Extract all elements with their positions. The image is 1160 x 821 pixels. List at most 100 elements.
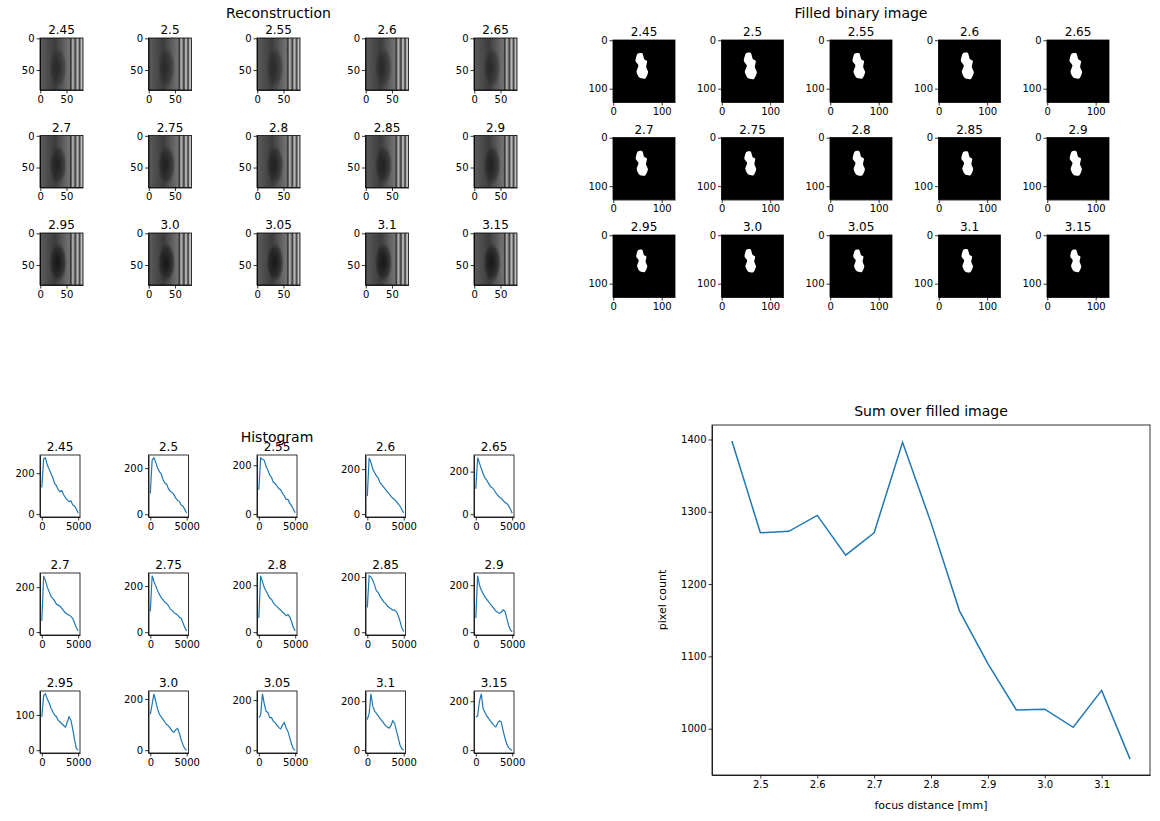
tick-mark — [145, 136, 149, 137]
tick-label: 50 — [347, 162, 360, 173]
tick: 50 — [347, 65, 365, 76]
image — [474, 233, 517, 285]
image-stripe — [79, 38, 81, 90]
tick: 50 — [130, 65, 148, 76]
panel-title: 3.15 — [1065, 220, 1092, 234]
image — [40, 38, 83, 90]
image-stripe — [404, 233, 406, 285]
tick: 5000 — [283, 753, 308, 768]
tick-label: 5000 — [174, 757, 199, 768]
tick-label: 5000 — [174, 521, 199, 532]
image-stripe — [404, 38, 406, 90]
image-stripe — [402, 233, 404, 285]
histogram-line — [42, 694, 78, 750]
image-stripe — [298, 38, 300, 90]
tick: 100 — [653, 102, 672, 117]
image-background — [149, 38, 192, 90]
image-background — [257, 136, 300, 188]
tick: 0 — [245, 745, 257, 756]
tick-mark — [37, 136, 41, 137]
plot-frame — [257, 455, 297, 517]
tick-label: 0 — [148, 757, 154, 768]
axis-line — [830, 138, 831, 200]
tick-mark — [362, 168, 366, 169]
tick: 0 — [28, 33, 40, 44]
tick-label: 0 — [137, 509, 143, 520]
plot-frame — [830, 235, 892, 297]
histogram-panel: 0500002002.5 — [124, 440, 200, 532]
y-axis: 0 200 — [449, 574, 474, 638]
tick-mark — [254, 265, 258, 266]
tick-label: 5000 — [66, 639, 91, 650]
image-feature — [49, 145, 67, 186]
image-blob — [853, 249, 864, 272]
tick: 0 — [710, 35, 722, 46]
tick: 0 — [601, 230, 613, 241]
tick: 100 — [697, 83, 722, 94]
y-axis: 050 — [347, 33, 366, 90]
axis-line — [366, 234, 367, 286]
tick-label: 200 — [124, 581, 143, 592]
image — [40, 233, 83, 285]
tick-label: 0 — [462, 627, 468, 638]
tick: 100 — [805, 83, 830, 94]
image-stripe — [180, 38, 182, 90]
image-background — [939, 235, 1001, 297]
image-panel: 0500502.95 — [22, 218, 84, 300]
tick-label: 50 — [386, 289, 399, 300]
tick-label: 5000 — [66, 521, 91, 532]
tick-label: 100 — [697, 181, 716, 192]
tick: 200 — [232, 580, 257, 591]
image-background — [939, 138, 1001, 200]
tick-label: 0 — [363, 289, 369, 300]
image-grid: Reconstruction0500502.450500502.50500502… — [22, 5, 518, 300]
tick: 50 — [61, 188, 74, 203]
plot-frame — [40, 38, 83, 90]
tick: 100 — [870, 297, 889, 312]
axis-line — [831, 297, 893, 298]
image-stripe — [287, 233, 289, 285]
image-stripe — [395, 38, 397, 90]
image — [939, 138, 1001, 200]
section-title: Filled binary image — [795, 5, 928, 21]
tick-label: 200 — [449, 580, 468, 591]
tick: 100 — [870, 102, 889, 117]
tick-mark — [145, 699, 149, 700]
line-chart: 2.52.62.72.82.93.03.11000110012001300140… — [656, 403, 1151, 812]
y-axis: 0100 — [805, 35, 830, 103]
image-stripe — [509, 136, 511, 188]
tick-label: 1200 — [681, 579, 706, 590]
tick: 0 — [255, 285, 261, 300]
y-axis: 0100 — [914, 132, 939, 200]
tick-label: 0 — [462, 745, 468, 756]
tick-label: 5000 — [283, 521, 308, 532]
tick: 50 — [22, 260, 40, 271]
image-background — [257, 233, 300, 285]
y-axis: 050 — [239, 131, 258, 188]
axis-line — [366, 188, 409, 189]
tick-label: 0 — [146, 94, 152, 105]
axis-line — [258, 635, 298, 636]
histogram-line — [476, 576, 512, 632]
x-axis: 2.52.62.72.82.93.03.1 — [713, 775, 1151, 790]
axis-line — [366, 635, 406, 636]
x-axis: 0100 — [611, 200, 676, 215]
tick-label: 0 — [28, 33, 34, 44]
tick: 0 — [137, 627, 149, 638]
tick: 50 — [239, 65, 257, 76]
tick: 0 — [473, 753, 479, 768]
tick: 0 — [363, 90, 369, 105]
tick-mark — [362, 265, 366, 266]
image-blob — [1070, 53, 1083, 79]
plot-frame — [257, 573, 297, 635]
tick-mark — [827, 284, 831, 285]
image-panel: 0500502.55 — [239, 23, 301, 105]
image-blob — [745, 249, 756, 272]
tick-label: 50 — [278, 289, 291, 300]
plot-area — [367, 694, 403, 750]
panel-title: 2.75 — [155, 558, 182, 572]
image-stripe — [180, 233, 182, 285]
tick: 0 — [462, 33, 474, 44]
tick-mark — [718, 186, 722, 187]
axis-line — [613, 236, 614, 298]
